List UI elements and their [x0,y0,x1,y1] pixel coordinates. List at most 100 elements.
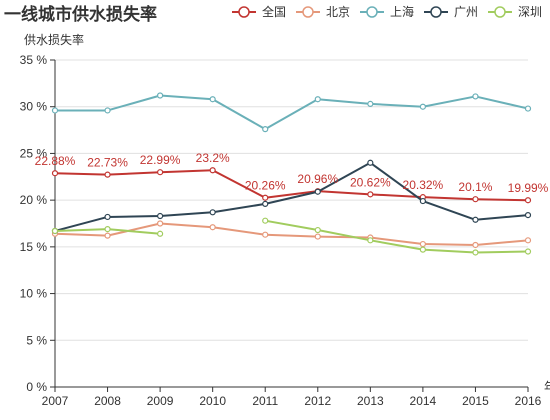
data-point[interactable] [209,209,216,216]
data-point[interactable] [51,107,59,114]
data-point[interactable] [314,226,321,234]
data-point[interactable] [104,171,111,178]
legend-label: 北京 [326,5,350,19]
data-point[interactable] [262,194,269,201]
legend-item[interactable]: 上海 [360,4,414,19]
data-point[interactable] [104,226,111,233]
legend-label: 上海 [390,4,414,19]
legend-marker-icon [366,6,378,18]
data-point[interactable] [262,126,269,133]
data-point[interactable] [419,103,426,110]
legend-marker-icon [494,6,506,18]
data-point[interactable] [472,249,479,256]
data-label: 22.99% [140,153,181,167]
x-tick-label: 2013 [357,394,384,408]
data-point[interactable] [314,188,321,195]
data-point[interactable] [157,220,164,227]
x-tick-label: 2008 [94,394,121,408]
data-point[interactable] [524,211,532,219]
y-tick-label: 15 % [20,240,48,254]
data-point[interactable] [524,237,532,244]
data-point[interactable] [209,167,216,174]
legend-label: 全国 [262,4,286,19]
data-point[interactable] [472,241,479,249]
series-line[interactable] [54,169,529,202]
data-point[interactable] [51,170,59,177]
x-tick-label: 2012 [304,394,331,408]
data-point[interactable] [367,191,374,198]
x-tick-label: 2014 [410,394,437,408]
data-point[interactable] [367,237,374,244]
data-point[interactable] [157,92,164,99]
data-point[interactable] [472,216,479,223]
data-point[interactable] [524,248,532,255]
data-point[interactable] [104,107,111,114]
legend-item[interactable]: 深圳 [488,5,542,19]
data-label: 19.99% [508,181,549,195]
legend-item[interactable]: 全国 [232,4,286,19]
data-point[interactable] [209,224,216,231]
data-point[interactable] [524,105,532,112]
x-tick-label: 2007 [42,394,69,408]
data-point[interactable] [367,159,374,166]
data-point[interactable] [472,196,479,203]
legend-label: 深圳 [518,5,542,19]
data-point[interactable] [367,100,374,108]
data-point[interactable] [314,233,321,240]
data-label: 23.2% [196,151,230,165]
series-s4[interactable] [51,217,532,256]
x-axis-name: 年份 [544,380,550,394]
y-tick-label: 20 % [20,193,48,207]
series-layer [51,92,532,256]
data-point[interactable] [472,93,479,100]
y-tick-label: 10 % [20,287,48,301]
series-s0[interactable] [51,167,532,204]
data-label: 20.96% [297,172,338,186]
legend-item[interactable]: 广州 [424,5,478,19]
x-tick-label: 2016 [515,394,542,408]
legend-item[interactable]: 北京 [296,5,350,19]
data-point[interactable] [262,231,269,238]
data-point[interactable] [419,197,426,205]
y-tick-label: 30 % [20,100,48,114]
legend[interactable]: 全国 北京 上海 广州 深圳 [232,4,542,19]
data-point[interactable] [314,96,321,103]
legend-label: 广州 [454,5,478,19]
y-tick-label: 35 % [20,53,48,67]
data-point[interactable] [157,169,164,176]
data-point[interactable] [262,217,269,224]
grid-lines [55,59,528,341]
x-tick-label: 2011 [252,394,278,408]
data-label: 20.1% [458,180,492,194]
data-point[interactable] [51,227,59,235]
series-line[interactable] [54,161,529,232]
chart-title: 一线城市供水损失率 [4,4,157,25]
data-point[interactable] [209,96,216,103]
legend-marker-icon [238,6,250,18]
data-label: 20.62% [350,175,391,189]
axes: 0 % 5 % 10 % 15 % 20 % 25 % 30 % 35 % 2007 2008 20… [20,53,542,408]
data-point[interactable] [524,197,532,204]
x-tick-label: 2015 [462,394,489,408]
x-tick-label: 2010 [199,394,226,408]
data-point[interactable] [157,230,164,237]
data-labels: 22.88% 22.73% 22.99% 23.2% 20.26% 20.96% 20.62… [35,151,549,195]
data-label: 20.26% [245,179,286,193]
series-s2[interactable] [51,92,532,133]
data-point[interactable] [104,213,111,221]
series-line[interactable] [54,222,529,246]
legend-marker-icon [302,6,314,18]
data-label: 22.73% [87,156,128,170]
data-point[interactable] [419,246,426,253]
series-s3[interactable] [51,159,532,235]
data-point[interactable] [104,232,111,239]
data-point[interactable] [419,240,426,248]
data-point[interactable] [262,200,269,207]
y-tick-label: 0 % [26,380,47,394]
legend-marker-icon [430,6,442,18]
x-tick-label: 2009 [147,394,174,408]
data-point[interactable] [157,212,164,220]
series-line[interactable] [55,94,529,131]
